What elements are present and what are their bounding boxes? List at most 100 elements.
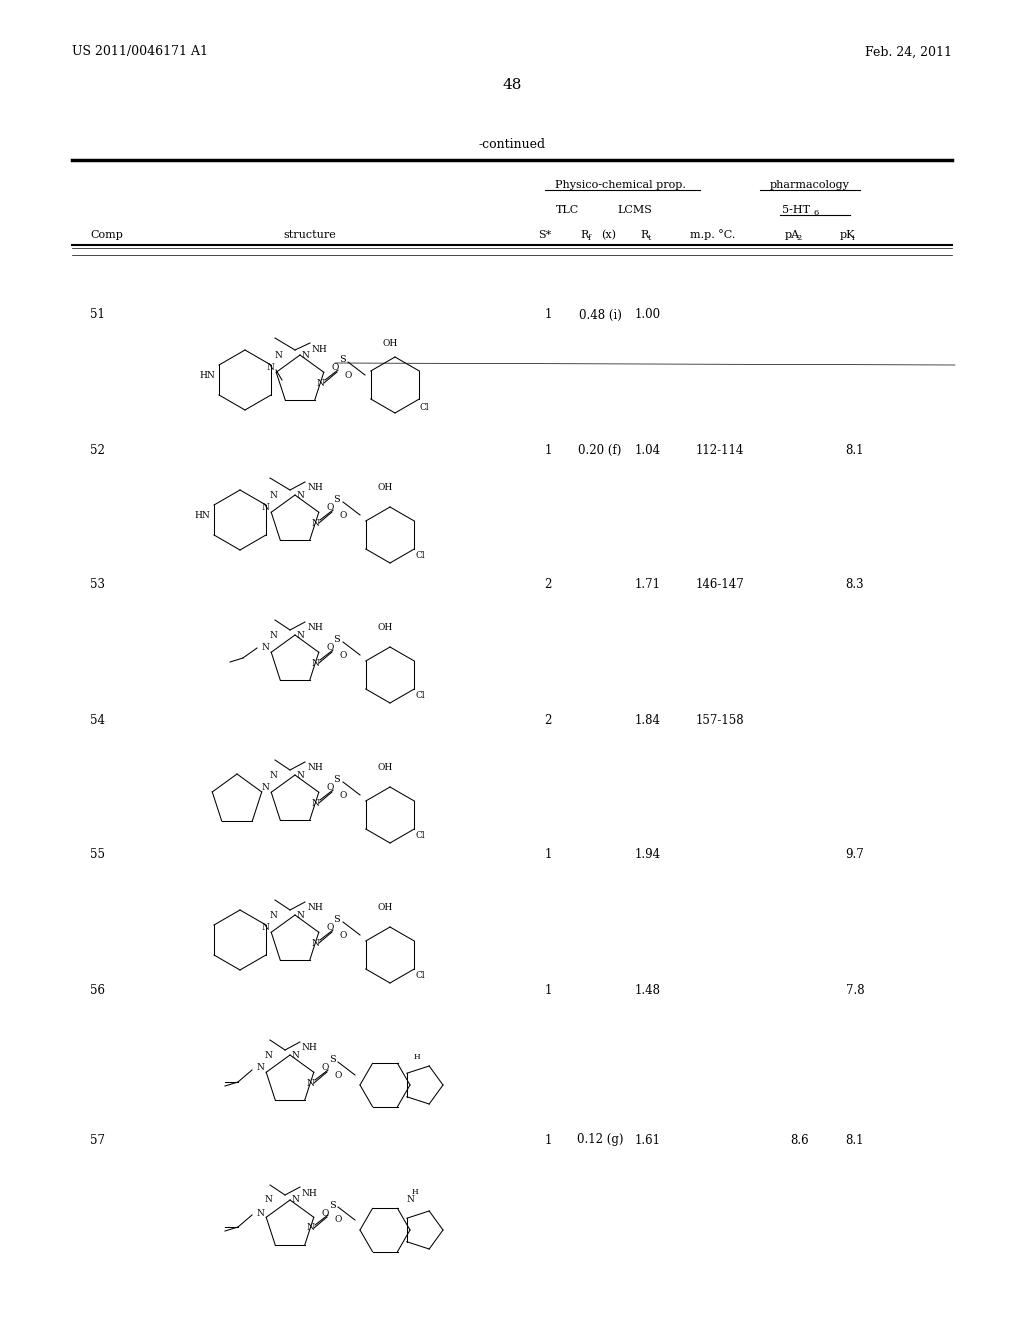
- Text: LCMS: LCMS: [617, 205, 652, 215]
- Text: t: t: [648, 234, 651, 242]
- Text: Cl: Cl: [415, 830, 425, 840]
- Text: 0.48 (i): 0.48 (i): [579, 309, 622, 322]
- Text: O: O: [327, 503, 334, 512]
- Text: O: O: [339, 651, 347, 660]
- Text: Cl: Cl: [420, 403, 430, 412]
- Text: N: N: [261, 503, 269, 512]
- Text: N: N: [264, 1051, 272, 1060]
- Text: N: N: [291, 1051, 299, 1060]
- Text: S*: S*: [539, 230, 552, 240]
- Text: 8.3: 8.3: [846, 578, 864, 591]
- Text: Feb. 24, 2011: Feb. 24, 2011: [865, 45, 952, 58]
- Text: O: O: [322, 1064, 329, 1072]
- Text: 1.94: 1.94: [635, 849, 662, 862]
- Text: N: N: [306, 1078, 314, 1088]
- Text: NH: NH: [302, 1044, 317, 1052]
- Text: N: N: [311, 659, 318, 668]
- Text: f: f: [588, 234, 591, 242]
- Text: TLC: TLC: [556, 205, 580, 215]
- Text: 5-HT: 5-HT: [782, 205, 810, 215]
- Text: N: N: [256, 1209, 264, 1217]
- Text: N: N: [407, 1196, 414, 1204]
- Text: 1.04: 1.04: [635, 444, 662, 457]
- Text: O: O: [334, 1216, 342, 1225]
- Text: 9.7: 9.7: [846, 849, 864, 862]
- Text: N: N: [269, 491, 278, 499]
- Text: N: N: [316, 379, 324, 388]
- Text: NH: NH: [307, 483, 323, 492]
- Text: 1: 1: [545, 309, 552, 322]
- Text: H: H: [414, 1053, 420, 1061]
- Text: S: S: [329, 1056, 336, 1064]
- Text: OH: OH: [378, 903, 392, 912]
- Text: NH: NH: [307, 623, 323, 632]
- Text: 1: 1: [545, 983, 552, 997]
- Text: N: N: [269, 631, 278, 639]
- Text: 1.61: 1.61: [635, 1134, 662, 1147]
- Text: O: O: [339, 511, 347, 520]
- Text: N: N: [301, 351, 309, 359]
- Text: O: O: [339, 791, 347, 800]
- Text: Cl: Cl: [415, 970, 425, 979]
- Text: i: i: [852, 234, 855, 242]
- Text: HN: HN: [199, 371, 215, 380]
- Text: O: O: [344, 371, 351, 380]
- Text: N: N: [311, 939, 318, 948]
- Text: S: S: [334, 776, 340, 784]
- Text: NH: NH: [307, 763, 323, 772]
- Text: O: O: [334, 1071, 342, 1080]
- Text: pK: pK: [840, 230, 855, 240]
- Text: NH: NH: [312, 345, 328, 354]
- Text: 57: 57: [90, 1134, 105, 1147]
- Text: 51: 51: [90, 309, 104, 322]
- Text: N: N: [311, 519, 318, 528]
- Text: -continued: -continued: [478, 139, 546, 152]
- Text: pharmacology: pharmacology: [770, 180, 850, 190]
- Text: N: N: [296, 631, 304, 639]
- Text: N: N: [269, 771, 278, 780]
- Text: 112-114: 112-114: [696, 444, 744, 457]
- Text: O: O: [339, 931, 347, 940]
- Text: O: O: [327, 924, 334, 932]
- Text: 55: 55: [90, 849, 105, 862]
- Text: 1.84: 1.84: [635, 714, 662, 726]
- Text: 52: 52: [90, 444, 104, 457]
- Text: m.p. °C.: m.p. °C.: [690, 230, 735, 240]
- Text: N: N: [256, 1064, 264, 1072]
- Text: US 2011/0046171 A1: US 2011/0046171 A1: [72, 45, 208, 58]
- Text: 157-158: 157-158: [695, 714, 744, 726]
- Text: 8.1: 8.1: [846, 444, 864, 457]
- Text: N: N: [296, 771, 304, 780]
- Text: 48: 48: [503, 78, 521, 92]
- Text: N: N: [274, 351, 282, 359]
- Text: OH: OH: [382, 338, 397, 347]
- Text: HN: HN: [195, 511, 210, 520]
- Text: N: N: [261, 924, 269, 932]
- Text: R: R: [580, 230, 588, 240]
- Text: 2: 2: [545, 578, 552, 591]
- Text: N: N: [306, 1224, 314, 1233]
- Text: Comp: Comp: [90, 230, 123, 240]
- Text: N: N: [261, 644, 269, 652]
- Text: 8.1: 8.1: [846, 1134, 864, 1147]
- Text: 8.6: 8.6: [791, 1134, 809, 1147]
- Text: O: O: [322, 1209, 329, 1217]
- Text: H: H: [412, 1188, 419, 1196]
- Text: 146-147: 146-147: [695, 578, 744, 591]
- Text: 0.12 (g): 0.12 (g): [577, 1134, 624, 1147]
- Text: N: N: [296, 491, 304, 499]
- Text: 53: 53: [90, 578, 105, 591]
- Text: N: N: [266, 363, 274, 372]
- Text: (x): (x): [601, 230, 616, 240]
- Text: 1: 1: [545, 1134, 552, 1147]
- Text: structure: structure: [284, 230, 336, 240]
- Text: 1.48: 1.48: [635, 983, 662, 997]
- Text: N: N: [311, 799, 318, 808]
- Text: 2: 2: [545, 714, 552, 726]
- Text: 1: 1: [545, 444, 552, 457]
- Text: 1: 1: [545, 849, 552, 862]
- Text: N: N: [264, 1196, 272, 1204]
- Text: 6: 6: [813, 209, 818, 216]
- Text: S: S: [339, 355, 345, 364]
- Text: Physico-chemical prop.: Physico-chemical prop.: [555, 180, 685, 190]
